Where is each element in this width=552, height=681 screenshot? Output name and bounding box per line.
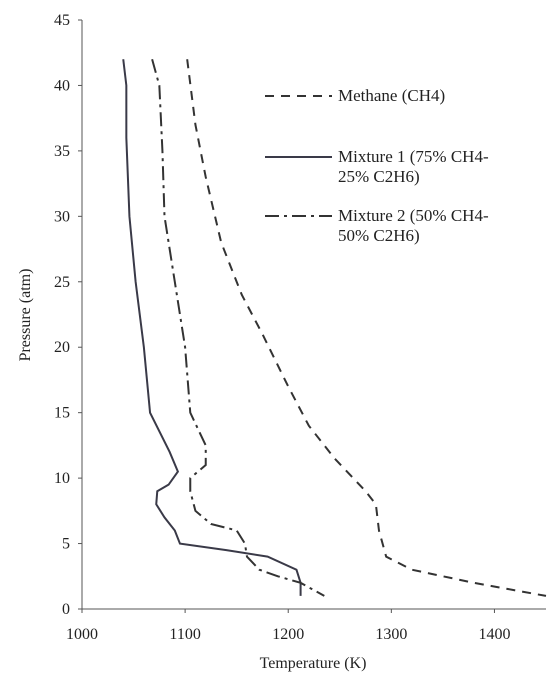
y-tick-label: 40 <box>54 77 70 94</box>
y-tick-label: 20 <box>54 339 70 356</box>
x-axis-label: Temperature (K) <box>260 655 367 672</box>
y-axis-label: Pressure (atm) <box>17 269 34 362</box>
line <box>186 59 547 597</box>
y-tick-label: 15 <box>54 405 70 422</box>
x-tick-label: 1100 <box>169 626 200 643</box>
x-tick-label: 1300 <box>375 626 407 643</box>
y-tick-label: 35 <box>54 143 70 160</box>
y-tick-label: 0 <box>62 601 70 618</box>
x-tick-label: 1400 <box>478 626 510 643</box>
y-tick-label: 30 <box>54 208 70 225</box>
line <box>122 59 302 596</box>
y-tick-label: 10 <box>54 470 70 487</box>
y-tick-label: 25 <box>54 274 70 291</box>
legend-label: Mixture 1 (75% CH4-25% C2H6) <box>338 147 489 186</box>
x-tick-label: 1200 <box>272 626 304 643</box>
line <box>151 59 325 597</box>
x-tick-label: 1000 <box>66 626 98 643</box>
legend-label: Methane (CH4) <box>338 86 446 105</box>
y-tick-label: 5 <box>62 536 70 553</box>
legend-label: Mixture 2 (50% CH4-50% C2H6) <box>338 206 489 245</box>
y-tick-label: 45 <box>54 12 70 29</box>
